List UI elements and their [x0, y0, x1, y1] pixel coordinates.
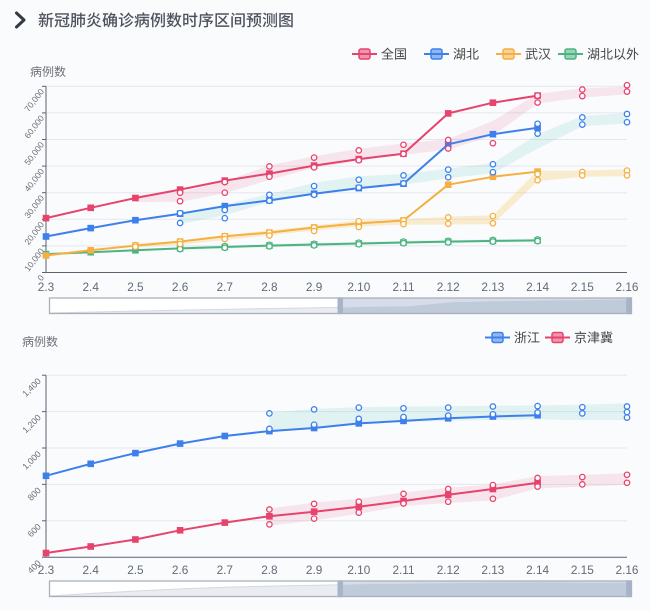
svg-text:2.10: 2.10	[347, 280, 370, 294]
svg-text:2.4: 2.4	[82, 563, 99, 577]
svg-text:2.13: 2.13	[481, 563, 504, 577]
svg-text:2.8: 2.8	[261, 563, 278, 577]
svg-text:2.5: 2.5	[127, 280, 144, 294]
svg-text:2.6: 2.6	[172, 280, 189, 294]
svg-text:2.7: 2.7	[217, 280, 233, 294]
svg-text:2.14: 2.14	[526, 563, 549, 577]
svg-text:2.5: 2.5	[127, 563, 144, 577]
svg-text:2.9: 2.9	[306, 280, 322, 294]
svg-text:2.3: 2.3	[38, 563, 55, 577]
svg-text:2.14: 2.14	[526, 280, 549, 294]
svg-text:2.15: 2.15	[571, 563, 594, 577]
svg-text:2.9: 2.9	[306, 563, 322, 577]
svg-text:2.8: 2.8	[261, 280, 278, 294]
svg-text:2.12: 2.12	[437, 280, 460, 294]
svg-text:2.16: 2.16	[616, 563, 639, 577]
svg-text:2.12: 2.12	[437, 563, 460, 577]
svg-text:2.4: 2.4	[82, 280, 99, 294]
svg-text:2.3: 2.3	[38, 280, 55, 294]
svg-text:2.11: 2.11	[392, 280, 414, 294]
svg-text:2.15: 2.15	[571, 280, 594, 294]
svg-text:2.10: 2.10	[347, 563, 370, 577]
svg-text:2.6: 2.6	[172, 563, 189, 577]
svg-text:0: 0	[35, 273, 46, 283]
svg-text:2.13: 2.13	[481, 280, 504, 294]
svg-text:2.16: 2.16	[616, 280, 639, 294]
svg-text:2.11: 2.11	[392, 563, 414, 577]
svg-text:2.7: 2.7	[217, 563, 233, 577]
